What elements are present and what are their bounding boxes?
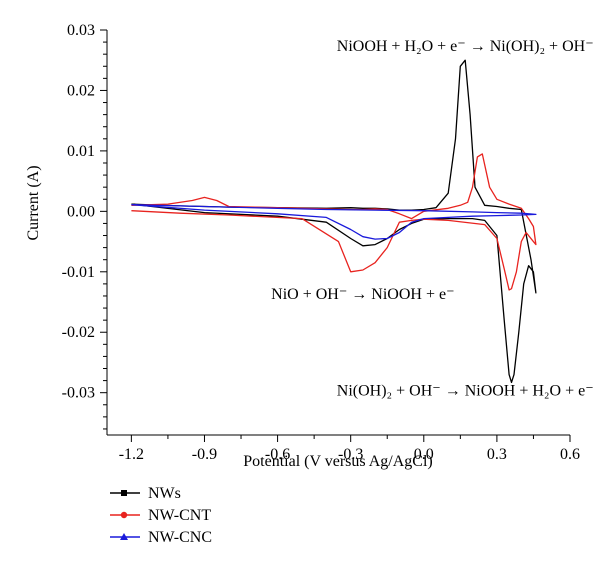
annotation-oxidation: NiOOH + H₂O + e⁻ → Ni(OH)₂ + OH⁻: [337, 38, 594, 55]
y-tick-label: -0.03: [62, 385, 95, 402]
series-line-nw-cnc: [131, 204, 537, 240]
x-axis-ticks: -1.2 -0.9 -0.6 -0.3 0.0 0.3 0.6: [119, 435, 580, 463]
x-tick-label: -1.2: [119, 446, 144, 463]
x-tick-label: -0.9: [192, 446, 217, 463]
legend-label-nws: NWs: [148, 485, 181, 502]
annotation-nio: NiO + OH⁻ → NiOOH + e⁻: [271, 286, 454, 303]
x-tick-label: -0.3: [338, 446, 363, 463]
series-layer: [131, 59, 537, 384]
annotation-reduction: Ni(OH)₂ + OH⁻ → NiOOH + H₂O + e⁻: [337, 383, 594, 400]
x-tick-label: 0.3: [487, 446, 507, 463]
y-tick-label: -0.01: [62, 264, 95, 281]
legend: NWs NW-CNT NW-CNC: [110, 485, 212, 546]
y-tick-label: 0.03: [67, 22, 95, 39]
y-tick-label: 0.01: [67, 143, 95, 160]
y-tick-label: 0.02: [67, 82, 95, 99]
legend-marker-triangle: [120, 533, 128, 540]
x-axis-title: Potential (V versus Ag/AgCl): [243, 453, 432, 470]
y-axis-ticks: 0.03 0.02 0.01 0.00 -0.01 -0.02 -0.03: [62, 22, 107, 430]
legend-label-nw-cnc: NW-CNC: [148, 529, 212, 546]
legend-marker-square: [121, 490, 127, 496]
y-axis-title: Current (A): [25, 165, 42, 240]
annotation-layer: NiOOH + H₂O + e⁻ → Ni(OH)₂ + OH⁻ NiO + OH…: [271, 38, 593, 400]
x-tick-label: 0.0: [414, 446, 434, 463]
y-tick-label: -0.02: [62, 324, 95, 341]
legend-marker-circle: [120, 511, 128, 519]
legend-label-nw-cnt: NW-CNT: [148, 507, 211, 524]
x-tick-label: 0.6: [560, 446, 580, 463]
y-tick-label: 0.00: [67, 203, 95, 220]
x-tick-label: -0.6: [265, 446, 290, 463]
